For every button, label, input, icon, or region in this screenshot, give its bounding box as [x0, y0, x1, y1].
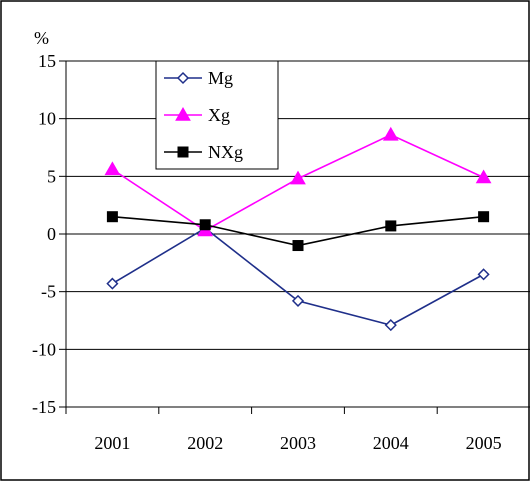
data-point-xg [290, 170, 306, 185]
x-tick-label: 2003 [280, 433, 316, 453]
axis-layer: 15 10 5 0 -5 -10 -15 2001 2002 2003 2004 2005 [32, 51, 502, 453]
legend-label-mg: Mg [208, 68, 233, 88]
data-point-xg [382, 126, 399, 141]
x-tick-label: 2001 [94, 433, 130, 453]
data-point-nxg [292, 240, 304, 252]
data-point-nxg [106, 211, 118, 223]
legend-marker-nxg [177, 146, 189, 158]
legend-label-nxg: NXg [208, 142, 243, 162]
data-point-mg [106, 277, 119, 290]
data-point-xg [104, 161, 121, 176]
y-tick-label: 10 [38, 109, 56, 129]
legend-label-xg: Xg [208, 105, 230, 125]
x-tick-label: 2004 [373, 433, 409, 453]
data-point-xg [475, 169, 492, 184]
y-tick-label: -5 [41, 282, 56, 302]
legend-marker-xg [175, 106, 191, 121]
legend: Mg Xg NXg [155, 60, 279, 170]
legend-marker-mg [176, 71, 190, 85]
y-tick-label: -15 [32, 397, 56, 417]
x-tick-label: 2005 [466, 433, 502, 453]
data-point-mg [291, 294, 305, 307]
data-point-nxg [199, 219, 211, 231]
y-axis-unit-label: % [34, 28, 49, 48]
data-point-mg [384, 319, 397, 332]
x-tick-label: 2002 [187, 433, 223, 453]
data-point-nxg [478, 211, 490, 223]
y-tick-label: 15 [38, 51, 56, 71]
grid-layer [66, 60, 530, 408]
y-tick-label: -10 [32, 339, 56, 359]
data-point-mg [477, 268, 490, 281]
y-tick-label: 0 [47, 224, 56, 244]
data-point-nxg [385, 220, 397, 232]
series-layer [104, 126, 492, 332]
y-tick-label: 5 [47, 166, 56, 186]
